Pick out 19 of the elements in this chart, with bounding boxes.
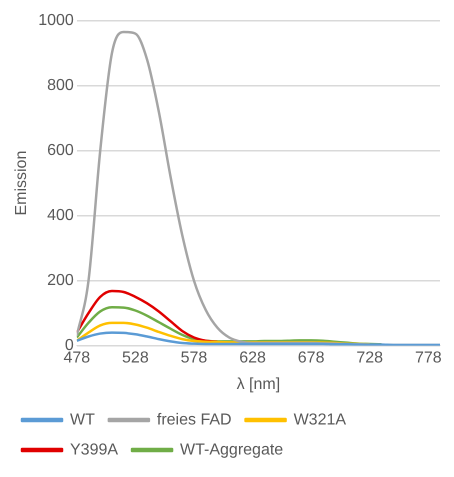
y-tick-label: 200 xyxy=(47,272,74,290)
y-tick-label: 1000 xyxy=(38,12,74,30)
x-tick-label: 528 xyxy=(122,350,149,367)
y-tick-label: 400 xyxy=(47,207,74,224)
y-tick-label: 800 xyxy=(47,77,74,94)
legend-label: W321A xyxy=(294,411,346,428)
x-tick-label: 678 xyxy=(298,350,325,367)
legend-label: Y399A xyxy=(70,441,118,458)
legend-label: freies FAD xyxy=(156,411,232,428)
x-tick-label: 778 xyxy=(414,350,442,367)
legend-label: WT-Aggregate xyxy=(180,441,284,458)
x-tick-label: 728 xyxy=(356,350,384,367)
x-axis-title: λ [nm] xyxy=(236,376,280,393)
legend-label: WT xyxy=(70,411,96,428)
x-tick-label: 578 xyxy=(180,350,208,367)
y-axis-title: Emission xyxy=(13,150,30,216)
x-tick-label: 628 xyxy=(239,350,266,367)
line-series xyxy=(76,331,440,346)
y-tick-label: 600 xyxy=(47,142,74,160)
